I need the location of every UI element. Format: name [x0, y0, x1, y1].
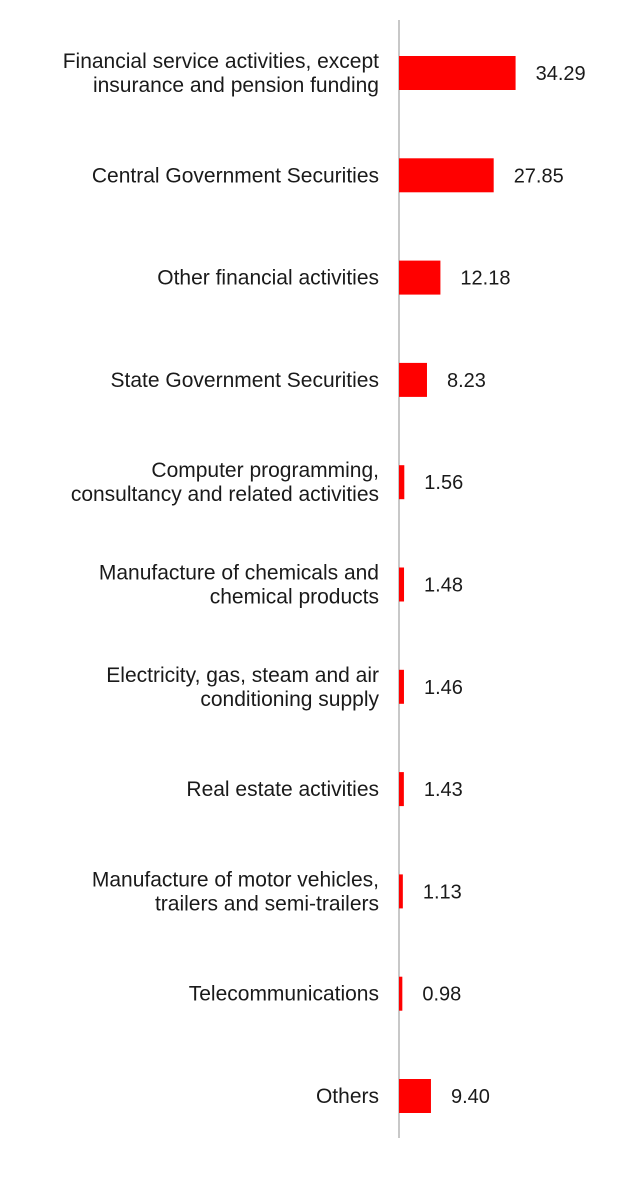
tick-label-line: insurance and pension funding [93, 74, 379, 97]
bar [399, 874, 403, 909]
tick-label: Telecommunications [189, 983, 379, 1006]
data-label: 1.56 [424, 472, 463, 494]
bar [399, 1079, 431, 1113]
tick-label-line: consultancy and related activities [71, 483, 379, 506]
tick-label-line: Real estate activities [186, 778, 379, 801]
tick-label: Real estate activities [186, 778, 379, 801]
bar [399, 158, 494, 193]
bar [399, 465, 405, 500]
tick-label: Electricity, gas, steam and air condition… [106, 664, 379, 711]
data-label: 8.23 [447, 370, 486, 392]
bar [399, 976, 403, 1011]
tick-label-line: Others [316, 1085, 379, 1108]
tick-label: Central Government Securities [92, 164, 379, 187]
tick-label-line: Other financial activities [157, 267, 379, 290]
data-label: 1.43 [424, 779, 463, 801]
bar [399, 260, 441, 295]
tick-label-line: Telecommunications [189, 983, 379, 1006]
tick-label: Manufacture of chemicals and chemical pro… [99, 562, 379, 609]
tick-label: Others [316, 1085, 379, 1108]
tick-label-line: Manufacture of chemicals and [99, 562, 379, 585]
tick-label: State Government Securities [111, 369, 379, 392]
tick-label-line: Electricity, gas, steam and air [106, 664, 379, 687]
data-label: 1.48 [424, 575, 463, 597]
data-label: 34.29 [536, 63, 586, 85]
tick-label-line: trailers and semi-trailers [155, 892, 379, 915]
data-label: 1.13 [423, 881, 462, 903]
bar [399, 56, 516, 90]
bar [399, 362, 427, 397]
bar [399, 772, 404, 807]
tick-label-line: Computer programming, [151, 459, 379, 482]
tick-label: Financial service activities, except insu… [63, 50, 379, 97]
tick-label-line: conditioning supply [200, 688, 379, 711]
data-label: 27.85 [514, 165, 564, 187]
bar [399, 567, 405, 602]
tick-label-line: chemical products [210, 586, 379, 609]
tick-label-line: Financial service activities, except [63, 50, 379, 73]
bar [399, 669, 404, 704]
tick-label-line: Manufacture of motor vehicles, [92, 868, 379, 891]
data-label: 1.46 [424, 677, 463, 699]
tick-label: Other financial activities [157, 267, 379, 290]
data-label: 9.40 [451, 1086, 490, 1108]
tick-label-line: State Government Securities [111, 369, 379, 392]
tick-label: Computer programming, consultancy and rel… [71, 459, 379, 506]
tick-label-line: Central Government Securities [92, 164, 379, 187]
data-label: 0.98 [422, 984, 461, 1006]
tick-label: Manufacture of motor vehicles, trailers a… [92, 868, 379, 915]
data-label: 12.18 [460, 268, 510, 290]
